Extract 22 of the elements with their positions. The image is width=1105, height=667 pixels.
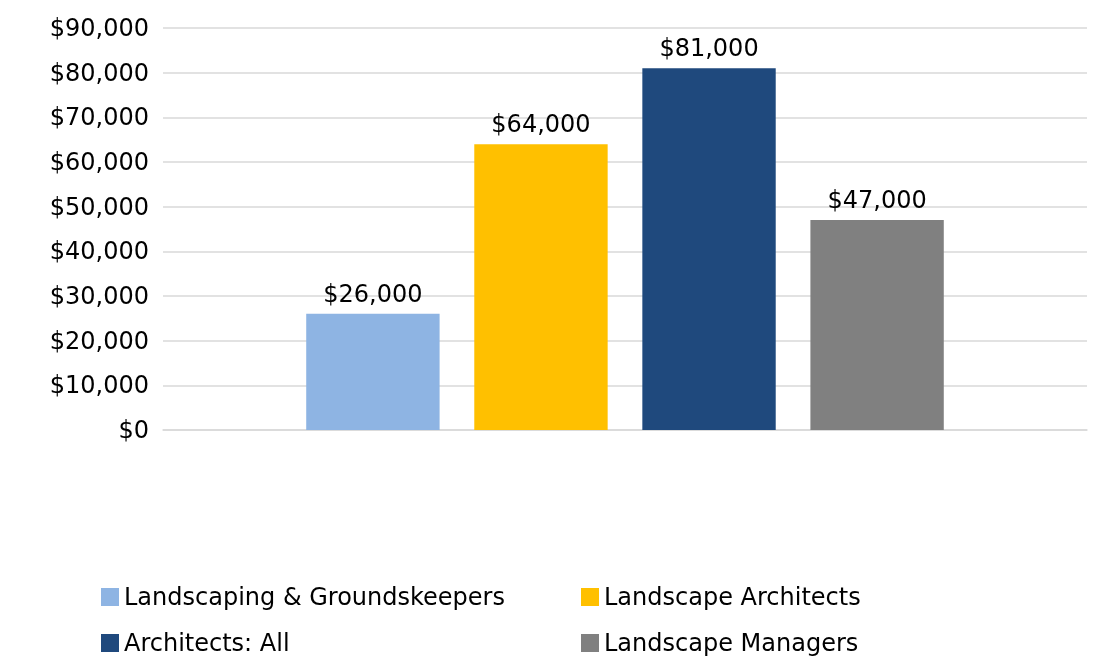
- y-tick-label: $50,000: [49, 192, 149, 221]
- y-tick-label: $60,000: [49, 148, 149, 176]
- y-tick-label: $90,000: [49, 14, 149, 42]
- data-label: $64,000: [491, 110, 591, 139]
- data-label: $47,000: [827, 186, 927, 215]
- y-tick-label: $40,000: [49, 237, 149, 266]
- data-label: $81,000: [659, 34, 759, 63]
- y-tick-label: $20,000: [49, 326, 149, 355]
- bar: [306, 313, 440, 430]
- bar: [810, 220, 944, 430]
- legend-label: Landscape Architects: [604, 583, 861, 611]
- y-tick-label: $0: [118, 416, 149, 444]
- legend-label: Landscape Managers: [604, 629, 859, 657]
- legend-label: Architects: All: [124, 629, 290, 657]
- y-tick-label: $30,000: [49, 282, 149, 310]
- bar: [642, 68, 776, 430]
- legend-label: Landscaping & Groundskeepers: [124, 583, 505, 611]
- data-label: $26,000: [323, 279, 423, 308]
- y-tick-label: $70,000: [49, 103, 149, 132]
- y-tick-label: $10,000: [49, 371, 149, 400]
- bar: [474, 144, 608, 430]
- y-tick-label: $80,000: [49, 58, 149, 87]
